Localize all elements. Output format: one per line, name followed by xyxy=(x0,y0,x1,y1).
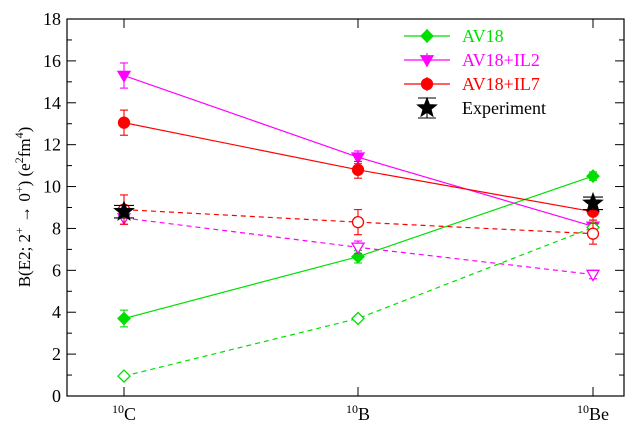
data-point xyxy=(117,369,131,384)
data-point xyxy=(117,116,131,129)
y-tick-label: 10 xyxy=(43,177,61,197)
x-tick-label: 10B xyxy=(346,402,370,424)
legend-marker xyxy=(419,55,435,68)
data-point xyxy=(350,242,366,255)
y-axis-title: B(E2; 2+ → 0+) (e2fm4) xyxy=(12,127,34,288)
legend-marker xyxy=(416,96,438,118)
y-tick-label: 2 xyxy=(52,344,61,364)
legend-label: AV18 xyxy=(462,26,504,46)
y-tick-label: 16 xyxy=(43,51,61,71)
y-tick-label: 12 xyxy=(43,135,61,155)
data-point xyxy=(586,227,600,240)
plot-area xyxy=(66,18,625,397)
data-point xyxy=(351,216,365,229)
legend-label: AV18+IL2 xyxy=(462,50,540,70)
data-point xyxy=(350,152,366,165)
x-tick-label: 10C xyxy=(112,402,136,424)
legend-entry: AV18 xyxy=(404,26,504,46)
series-line xyxy=(123,226,594,377)
x-tick-label: 10Be xyxy=(577,402,609,424)
y-axis: 0 2 4 6 8 10 12 14 16 18 xyxy=(43,9,624,406)
legend-label: Experiment xyxy=(462,98,546,118)
data-point xyxy=(351,249,365,264)
data-point xyxy=(582,191,604,213)
legend-label: AV18+IL7 xyxy=(462,74,540,94)
data-point xyxy=(585,269,601,282)
series-6 xyxy=(113,191,604,221)
y-tick-label: 4 xyxy=(52,302,61,322)
data-point xyxy=(116,70,132,83)
data-point xyxy=(113,200,135,221)
y-tick-label: 14 xyxy=(43,93,61,113)
data-point xyxy=(117,311,131,326)
y-tick-label: 6 xyxy=(52,260,61,280)
data-point xyxy=(351,311,365,326)
series-5 xyxy=(117,194,600,245)
legend-entry: AV18+IL7 xyxy=(404,74,540,94)
legend-entry: Experiment xyxy=(416,96,546,119)
plot-frame xyxy=(66,18,625,397)
series-layer xyxy=(113,62,604,384)
legend-entry: AV18+IL2 xyxy=(404,50,540,70)
series-2 xyxy=(117,109,600,221)
y-tick-label: 0 xyxy=(52,386,61,406)
legend-marker xyxy=(420,77,434,91)
y-tick-label: 18 xyxy=(43,9,61,29)
data-point xyxy=(586,169,600,184)
x-axis: 10C 10B 10Be xyxy=(112,19,609,424)
y-tick-label: 8 xyxy=(52,218,61,238)
data-point xyxy=(351,163,365,176)
legend-marker xyxy=(420,29,434,43)
legend: AV18 AV18+IL2 AV18+IL7 Experiment xyxy=(404,26,546,119)
